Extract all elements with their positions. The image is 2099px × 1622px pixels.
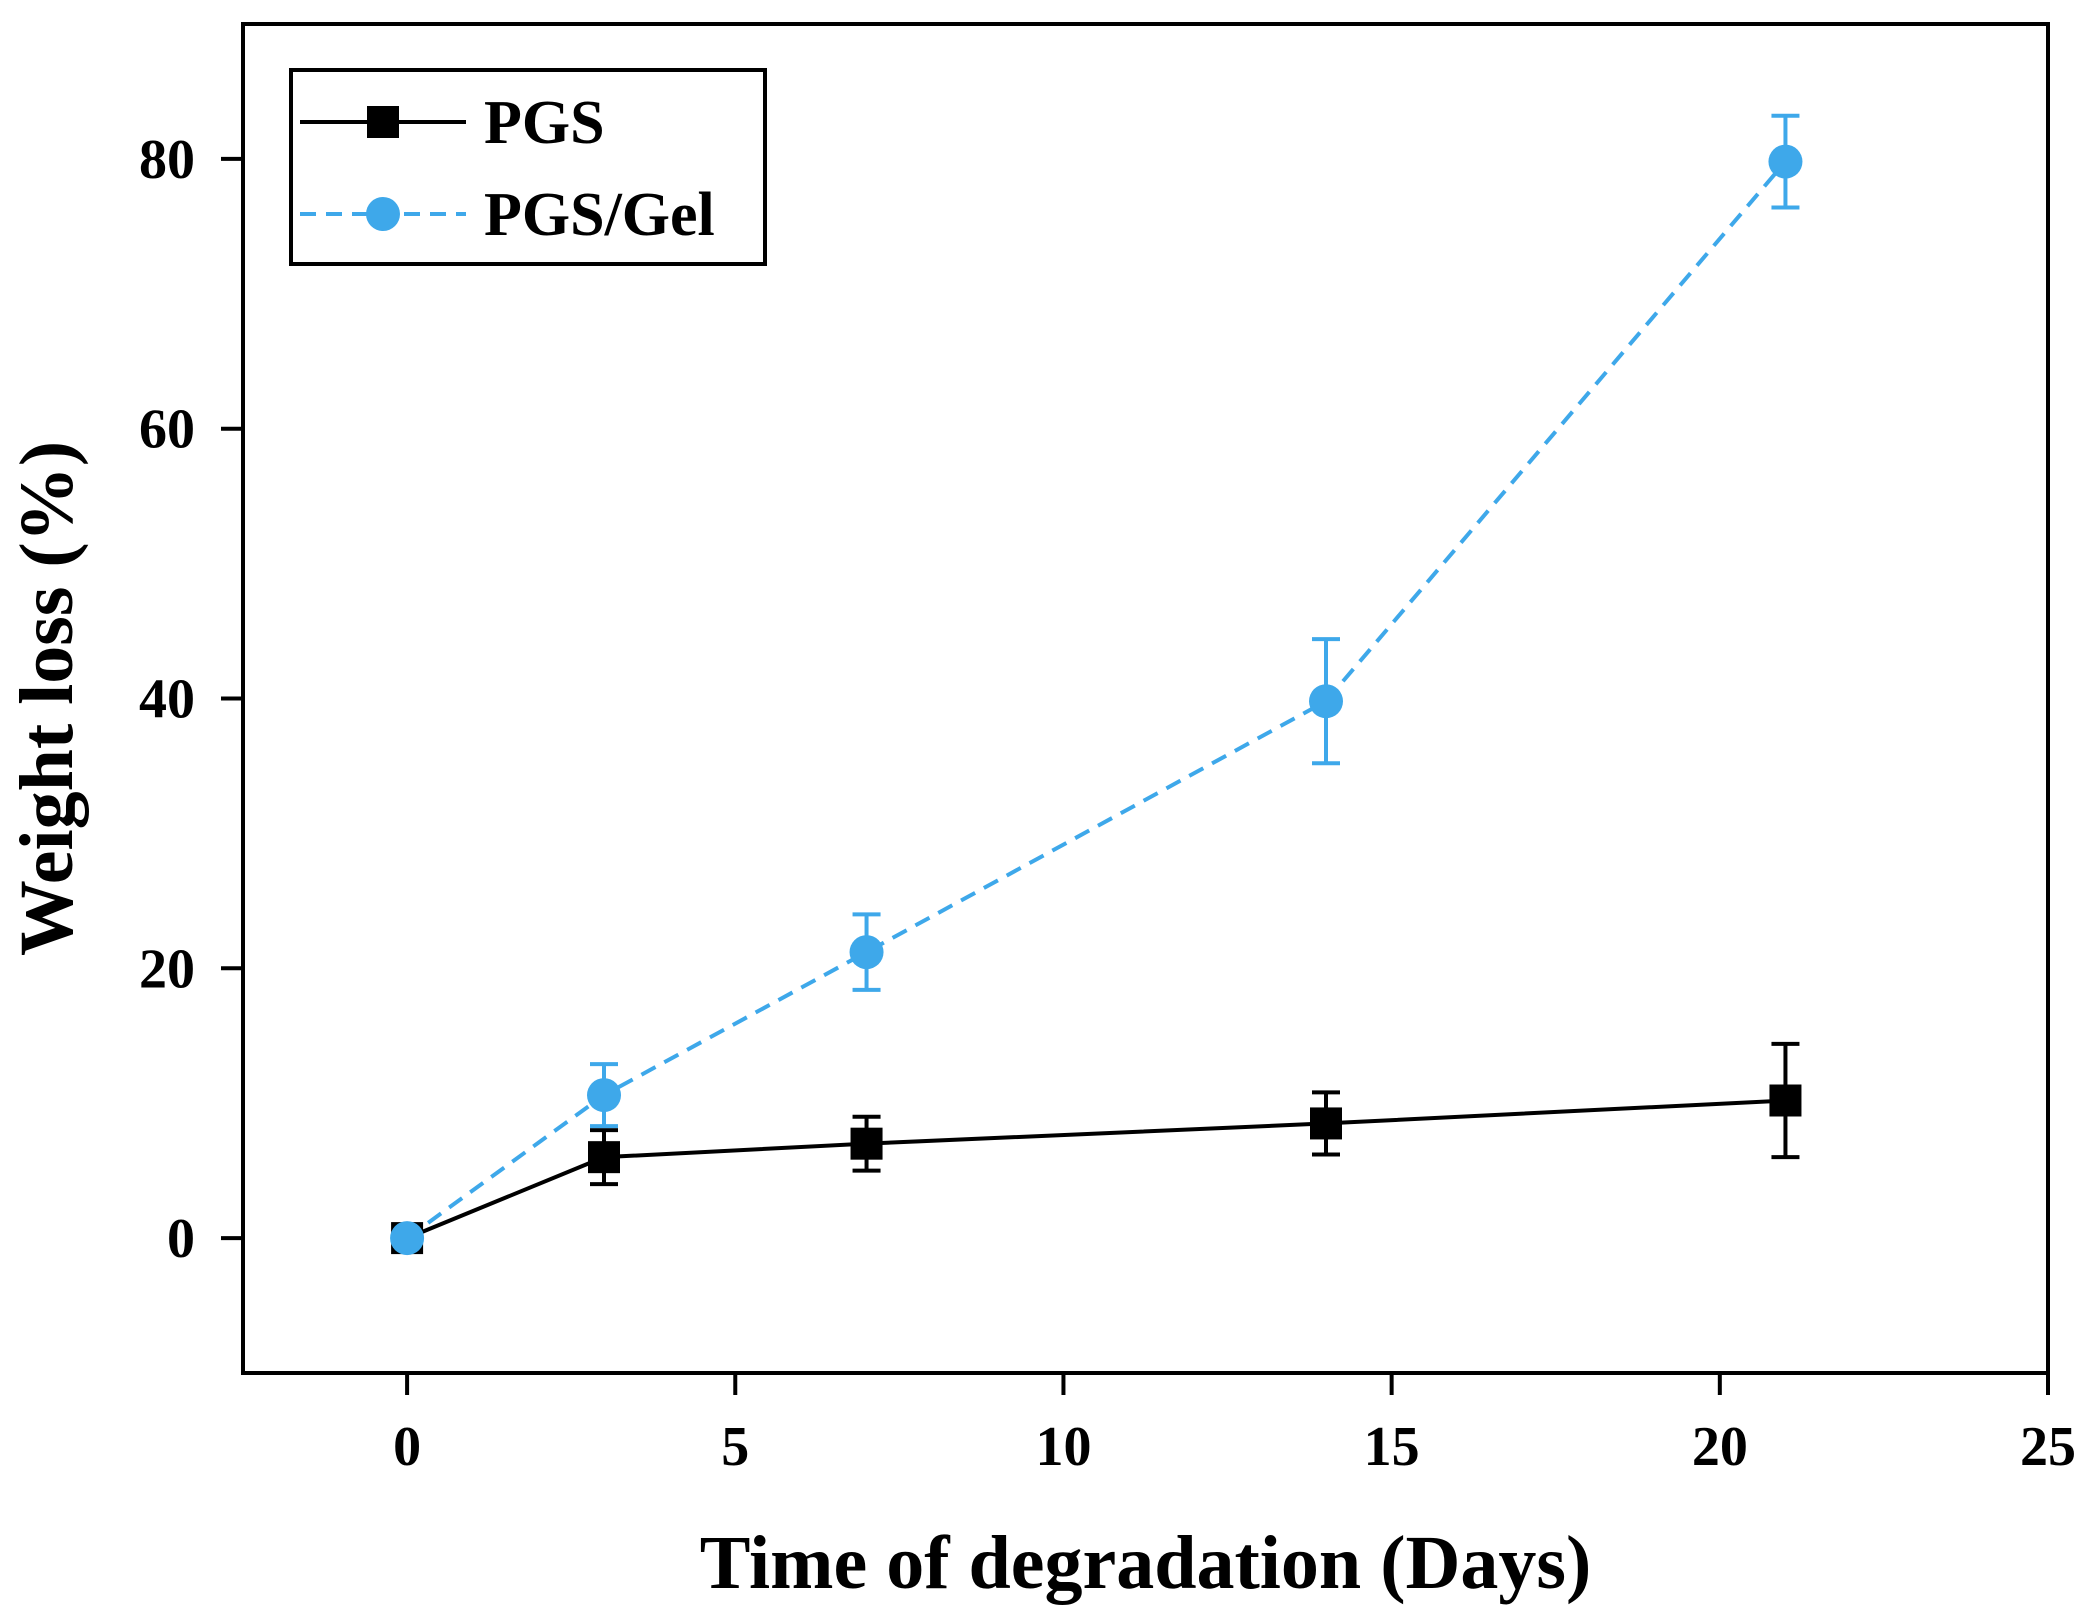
series-line bbox=[405, 160, 1787, 1240]
data-point bbox=[588, 1141, 620, 1174]
legend-label: PGS/Gel bbox=[484, 181, 715, 249]
data-point bbox=[849, 935, 884, 970]
x-axis: 0 5 10 15 20 25 bbox=[393, 1373, 2076, 1478]
x-tick-label: 0 bbox=[393, 1416, 421, 1478]
y-tick-label: 40 bbox=[139, 669, 195, 731]
x-axis-title: Time of degradation (Days) bbox=[700, 1521, 1592, 1605]
x-tick-label: 5 bbox=[721, 1416, 749, 1478]
data-point bbox=[1309, 684, 1343, 719]
legend-marker bbox=[366, 197, 400, 231]
y-axis-title: Weight loss (%) bbox=[5, 441, 89, 956]
y-tick-label: 20 bbox=[139, 938, 195, 1000]
y-tick-label: 0 bbox=[167, 1208, 195, 1270]
series-layer bbox=[390, 113, 1803, 1256]
data-point bbox=[390, 1221, 425, 1256]
data-point bbox=[587, 1078, 621, 1113]
series-pgs-gel bbox=[390, 113, 1803, 1256]
y-axis: 0 20 40 60 80 bbox=[139, 129, 243, 1270]
data-point bbox=[1769, 1084, 1802, 1117]
x-tick-label: 20 bbox=[1692, 1416, 1748, 1478]
y-tick-label: 80 bbox=[139, 129, 195, 191]
x-tick-label: 10 bbox=[1035, 1416, 1091, 1478]
legend: PGS PGS/Gel bbox=[289, 68, 767, 266]
x-tick-label: 15 bbox=[1364, 1416, 1420, 1478]
data-point bbox=[1768, 144, 1803, 179]
legend-label: PGS bbox=[484, 89, 605, 157]
y-tick-label: 60 bbox=[139, 399, 195, 461]
data-point bbox=[1310, 1107, 1342, 1140]
data-point bbox=[850, 1127, 883, 1160]
legend-box bbox=[289, 68, 767, 266]
legend-marker bbox=[367, 106, 399, 138]
x-tick-label: 25 bbox=[2020, 1416, 2076, 1478]
